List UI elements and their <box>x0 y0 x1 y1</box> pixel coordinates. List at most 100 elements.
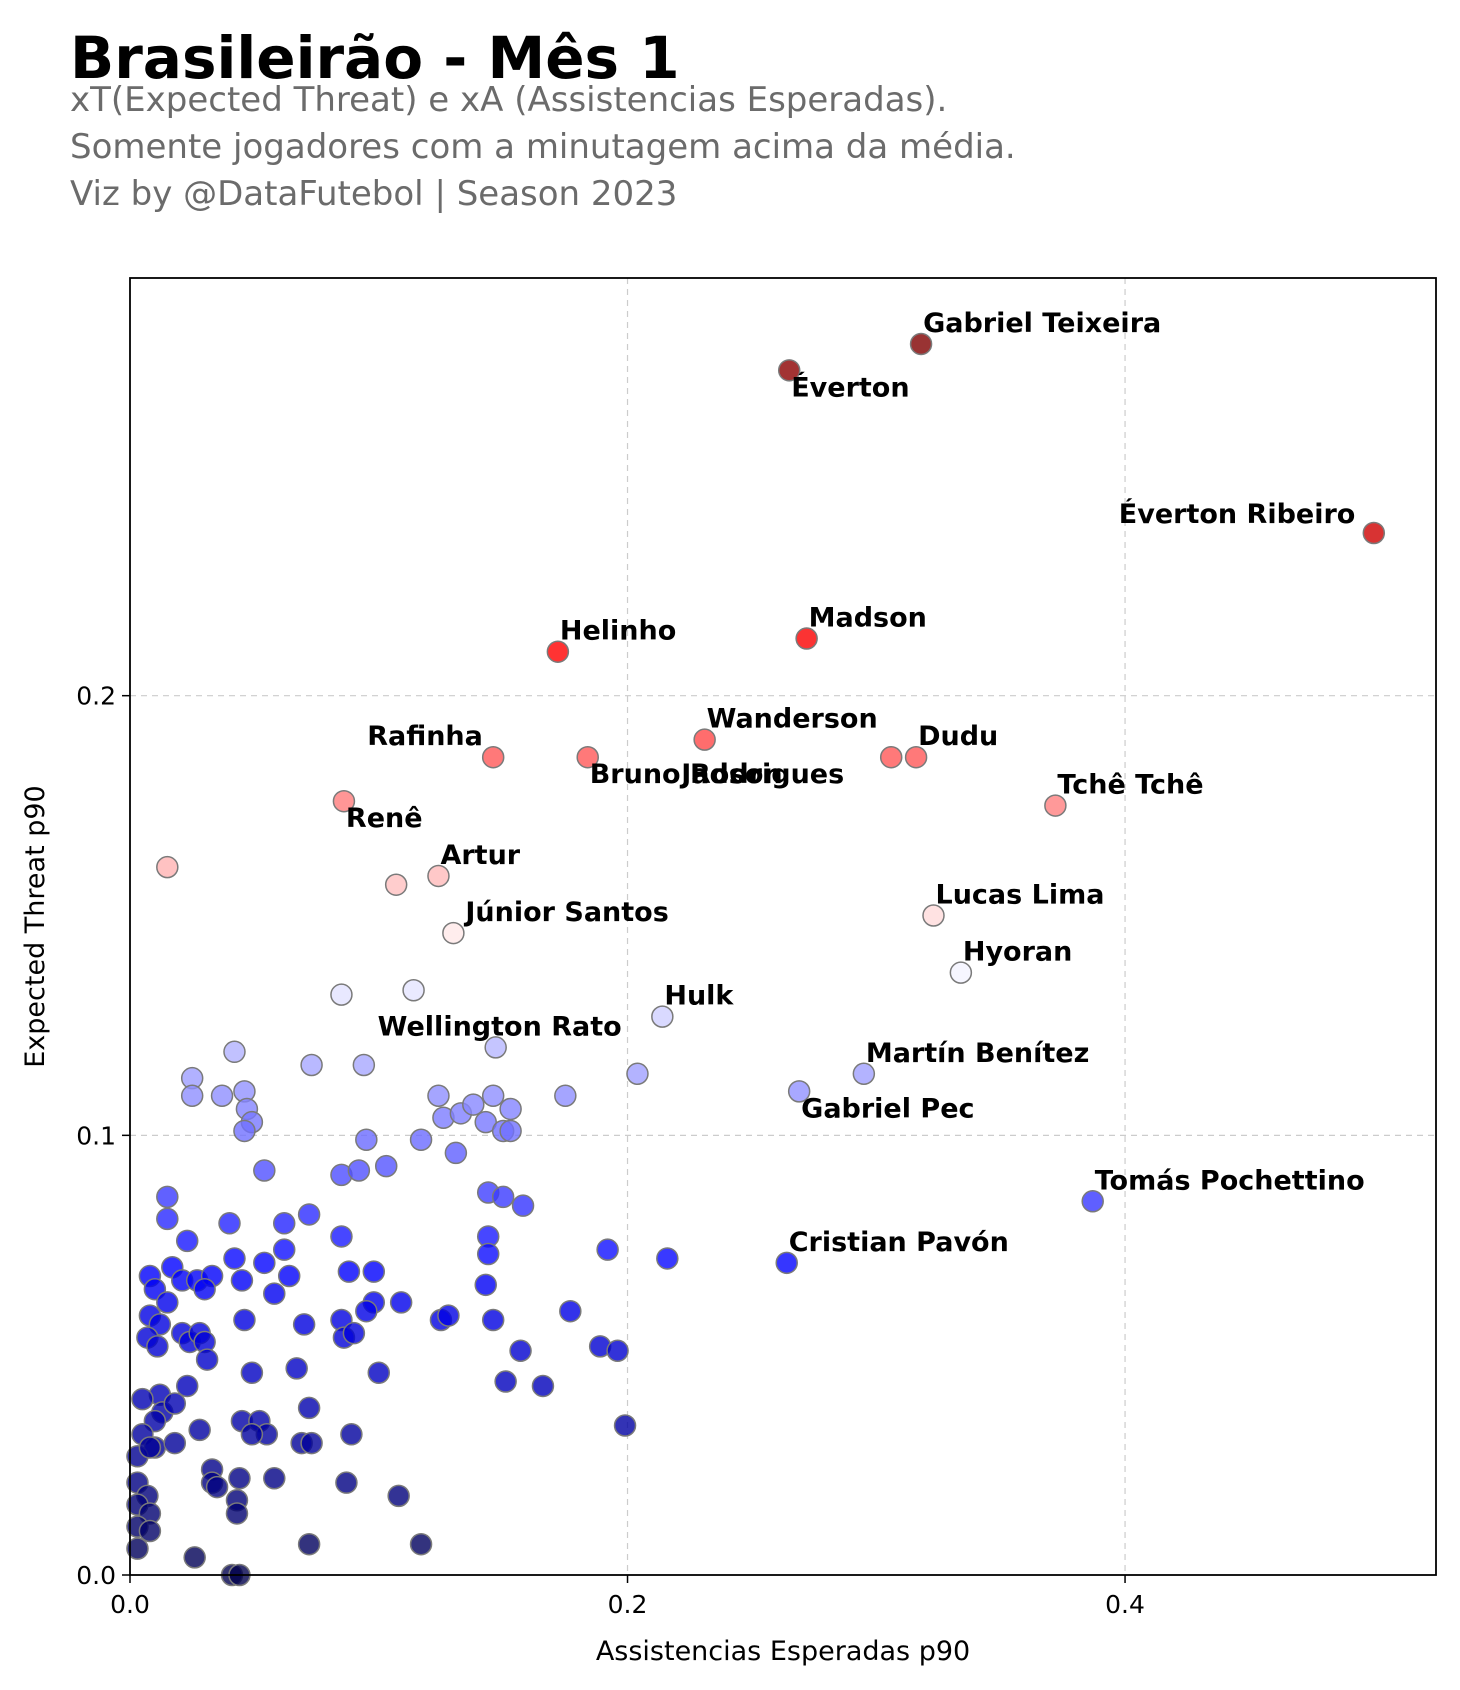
point-label: Hulk <box>664 981 734 1012</box>
point-label: Rafinha <box>367 721 483 752</box>
point-label: Lucas Lima <box>936 880 1105 911</box>
data-point <box>195 1348 219 1371</box>
data-point <box>300 1053 323 1077</box>
data-point <box>949 961 973 984</box>
data-point <box>218 1212 241 1235</box>
data-point <box>223 1247 246 1270</box>
data-point <box>384 873 408 896</box>
point-label: Bruno Rodrigues <box>590 759 844 790</box>
y-tick-label: 0.1 <box>76 1121 116 1150</box>
data-point <box>481 1308 505 1332</box>
data-point <box>300 1431 323 1455</box>
data-point <box>292 1313 316 1336</box>
data-point <box>223 1040 246 1064</box>
data-point <box>228 1467 251 1490</box>
data-point <box>156 1291 179 1314</box>
data-point <box>342 1321 366 1345</box>
data-point <box>427 1084 450 1108</box>
data-point <box>352 1053 376 1077</box>
data-point <box>509 1339 532 1363</box>
data-point <box>402 979 425 1002</box>
data-point <box>233 1308 256 1332</box>
data-point <box>904 745 928 769</box>
point-label: Éverton Ribeiro <box>1119 498 1356 530</box>
y-tick-label: 0.2 <box>76 682 116 711</box>
data-point <box>337 1260 361 1283</box>
x-tick-label: 0.0 <box>110 1590 150 1619</box>
data-point <box>138 1519 162 1543</box>
data-point <box>499 1119 522 1143</box>
data-point <box>387 1484 410 1508</box>
point-label: Júnior Santos <box>463 897 668 928</box>
data-point <box>138 1436 162 1459</box>
data-point <box>156 855 179 879</box>
data-point <box>444 1141 468 1165</box>
data-point <box>175 1229 199 1253</box>
data-point <box>1081 1190 1104 1213</box>
data-point <box>613 1414 637 1437</box>
data-point <box>437 1304 460 1327</box>
data-point <box>554 1084 577 1108</box>
data-point <box>263 1467 286 1490</box>
data-point <box>494 1370 517 1393</box>
data-point <box>481 745 505 769</box>
data-point <box>879 745 903 769</box>
data-point <box>474 1273 497 1297</box>
point-label: Tomás Pochettino <box>1095 1165 1365 1196</box>
data-point <box>462 1093 485 1116</box>
data-point <box>233 1119 256 1143</box>
data-point <box>531 1374 555 1398</box>
data-point <box>355 1128 378 1151</box>
data-point <box>374 1154 398 1178</box>
data-point <box>297 1203 321 1226</box>
point-label: Tchê Tchê <box>1057 770 1203 801</box>
point-label: Éverton <box>791 371 909 403</box>
point-label: Dudu <box>918 721 998 752</box>
point-label: Renê <box>346 803 423 834</box>
point-label: Cristian Pavón <box>789 1227 1009 1258</box>
data-point <box>484 1036 507 1059</box>
data-point <box>253 1251 276 1275</box>
data-point <box>340 1423 363 1446</box>
data-point <box>163 1431 187 1455</box>
data-point <box>693 728 716 751</box>
data-point <box>367 1361 391 1385</box>
point-label: Wanderson <box>707 704 878 735</box>
data-point <box>499 1097 522 1121</box>
data-point <box>355 1299 378 1323</box>
data-point <box>240 1361 264 1385</box>
chart-subtitle-1: xT(Expected Threat) e xA (Assistencias E… <box>70 80 948 120</box>
point-label: Artur <box>440 840 520 871</box>
data-point <box>1044 794 1067 817</box>
data-point <box>481 1084 505 1108</box>
data-point <box>297 1532 321 1556</box>
data-point <box>427 864 450 888</box>
data-point <box>626 1062 649 1086</box>
data-point <box>272 1212 296 1235</box>
data-point <box>297 1396 321 1420</box>
data-point <box>163 1392 187 1415</box>
data-point <box>332 789 356 813</box>
data-point <box>559 1299 582 1323</box>
data-point <box>131 1387 154 1411</box>
data-point <box>156 1207 179 1231</box>
data-point <box>263 1282 286 1305</box>
data-point <box>285 1357 308 1380</box>
data-point <box>225 1502 249 1525</box>
chart-subtitle-2: Somente jogadores com a minutagem acima … <box>70 127 1016 167</box>
point-label: Helinho <box>560 616 676 647</box>
y-axis-label: Expected Threat p90 <box>20 785 51 1068</box>
data-point <box>511 1194 535 1217</box>
point-label: Madson <box>809 603 927 634</box>
data-point <box>272 1238 296 1261</box>
data-point <box>156 1185 179 1209</box>
data-point <box>777 359 801 382</box>
data-point <box>651 1005 674 1028</box>
data-point <box>362 1260 386 1283</box>
plot-frame <box>129 277 1437 1576</box>
data-point <box>787 1080 811 1103</box>
data-point <box>277 1264 301 1288</box>
point-label: Gabriel Pec <box>801 1093 974 1124</box>
chart-title: Brasileirão - Mês 1 <box>70 24 680 92</box>
